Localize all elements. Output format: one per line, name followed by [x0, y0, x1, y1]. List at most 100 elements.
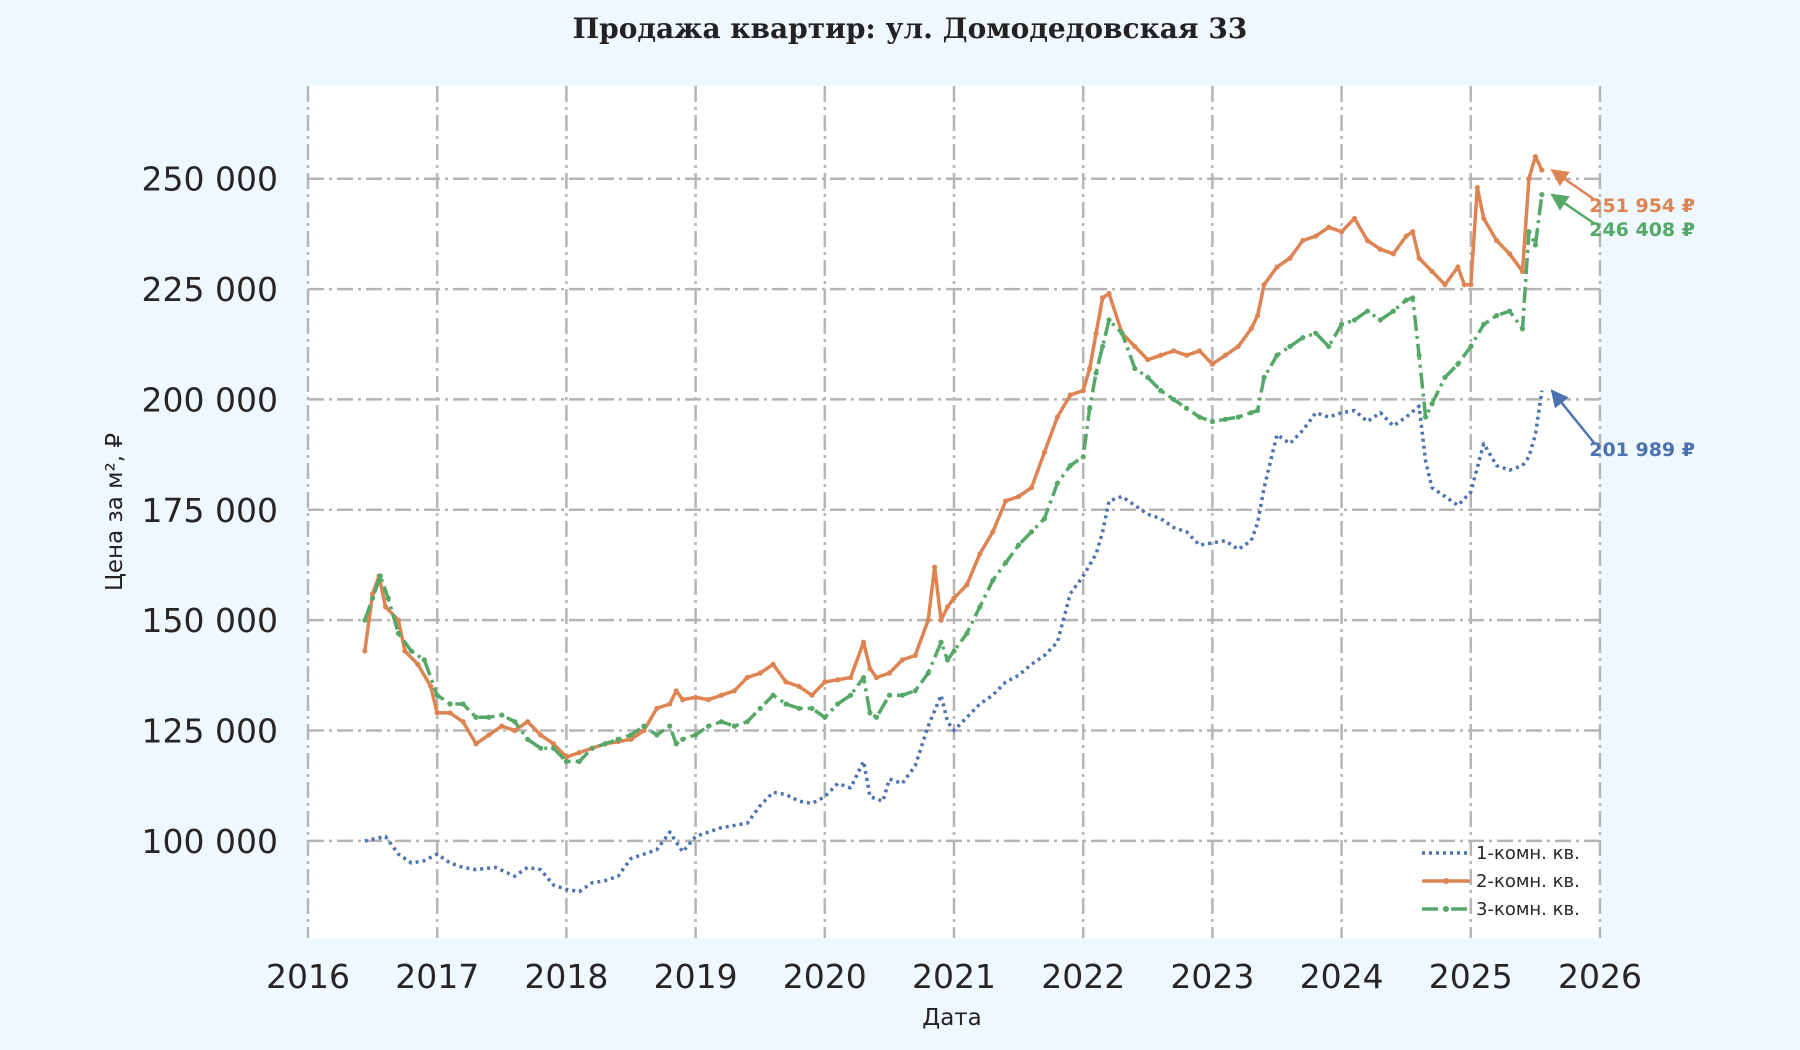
series-point-3 [867, 710, 873, 716]
series-point-3 [1183, 405, 1190, 411]
series-point-3 [537, 745, 544, 751]
series-point-2 [1158, 352, 1164, 358]
series-point-2 [1519, 268, 1526, 275]
series-point-2 [1132, 343, 1138, 350]
series-point-2 [1016, 493, 1022, 500]
series-point-3 [873, 714, 880, 720]
series-point-2 [809, 692, 815, 698]
x-tick-label: 2025 [1429, 957, 1513, 996]
series-point-3 [550, 745, 557, 751]
series-point-2 [1235, 343, 1241, 350]
series-point-3 [1235, 414, 1241, 420]
legend-marker [1443, 906, 1449, 912]
series-point-2 [1093, 330, 1099, 336]
series-point-2 [796, 683, 802, 689]
series-line-2 [363, 154, 1544, 759]
series-point-2 [1326, 224, 1332, 230]
series-point-3 [822, 714, 828, 720]
series-point-3 [1132, 365, 1138, 372]
series-point-2 [744, 674, 750, 681]
series-point-3 [944, 657, 951, 663]
series-point-3 [1339, 321, 1345, 327]
grid-lines [306, 86, 1602, 938]
series-point-3 [486, 714, 492, 720]
series-point-2 [1209, 361, 1215, 367]
series-point-3 [1196, 414, 1203, 420]
legend-label: 3-комн. кв. [1476, 899, 1580, 920]
series-point-2 [1532, 154, 1538, 160]
series-point-2 [886, 670, 893, 676]
legend-label: 2-комн. кв. [1476, 871, 1580, 892]
legend-marker [1443, 878, 1449, 884]
series-point-3 [899, 692, 905, 698]
series-point-3 [673, 741, 679, 747]
y-tick-label: 200 000 [142, 380, 278, 419]
series-point-3 [848, 692, 854, 698]
x-tick-label: 2024 [1300, 957, 1384, 996]
series-point-3 [563, 758, 570, 765]
series-point-2 [860, 639, 867, 645]
series-line-1 [364, 390, 1544, 894]
y-tick-label: 250 000 [142, 160, 278, 199]
series-point-2 [1106, 290, 1112, 297]
series-point-2 [550, 741, 557, 747]
series-point-2 [1474, 184, 1480, 191]
x-tick-label: 2026 [1558, 957, 1642, 996]
series-point-2 [1248, 326, 1254, 332]
series-point-2 [1339, 229, 1345, 235]
series-point-2 [428, 683, 434, 689]
series-point-3 [1067, 463, 1073, 469]
series-point-3 [1410, 295, 1416, 301]
series-point-2 [944, 604, 951, 610]
series-point-3 [1326, 343, 1332, 350]
series-point-2 [1300, 237, 1306, 244]
series-point-2 [1481, 215, 1487, 222]
series-point-3 [525, 736, 531, 742]
series-point-2 [693, 694, 699, 701]
series-point-2 [1506, 251, 1513, 257]
series-point-3 [1093, 370, 1099, 376]
series-point-3 [1222, 416, 1228, 422]
y-axis-ticks: 100 000 125 000 150 000 175 000 200 000 225 0… [142, 160, 278, 861]
series-point-2 [1429, 268, 1435, 275]
series-point-3 [362, 617, 368, 623]
x-tick-label: 2023 [1170, 957, 1254, 996]
series-point-2 [680, 697, 686, 703]
series-point-2 [977, 551, 983, 557]
series-point-2 [537, 732, 544, 738]
series-point-3 [705, 723, 712, 729]
series-point-2 [718, 692, 725, 698]
series-point-2 [783, 679, 789, 685]
series-point-3 [1054, 480, 1060, 486]
series-point-3 [628, 732, 634, 738]
series-point-2 [1410, 229, 1416, 235]
series-point-2 [473, 741, 479, 747]
series-point-3 [589, 745, 595, 751]
series-point-2 [382, 604, 389, 610]
series-point-3 [641, 723, 647, 729]
x-tick-label: 2019 [654, 957, 738, 996]
series-point-2 [848, 674, 854, 681]
series-point-3 [1145, 374, 1151, 380]
legend-label: 1-комн. кв. [1476, 843, 1580, 864]
annotation-label: 251 954 ₽ [1589, 195, 1695, 217]
series-point-2 [1274, 264, 1280, 270]
series-point-3 [1403, 297, 1409, 303]
series-point-3 [718, 719, 725, 725]
series-point-2 [563, 754, 570, 760]
series-point-3 [744, 719, 750, 725]
x-axis-ticks: 2016 2017 2018 2019 2020 2021 2022 2023 2024 2025… [266, 957, 1642, 996]
series-point-2 [925, 617, 931, 623]
series-point-2 [912, 652, 918, 659]
series-point-3 [421, 657, 427, 663]
series-point-3 [1519, 326, 1526, 332]
series-point-3 [886, 692, 893, 698]
series-point-2 [1222, 352, 1228, 358]
series-point-3 [1455, 361, 1461, 367]
series-point-2 [576, 749, 582, 756]
series-point-3 [460, 701, 466, 707]
series-point-3 [1287, 343, 1293, 350]
series-point-3 [1016, 542, 1022, 548]
series-point-2 [1442, 282, 1448, 288]
